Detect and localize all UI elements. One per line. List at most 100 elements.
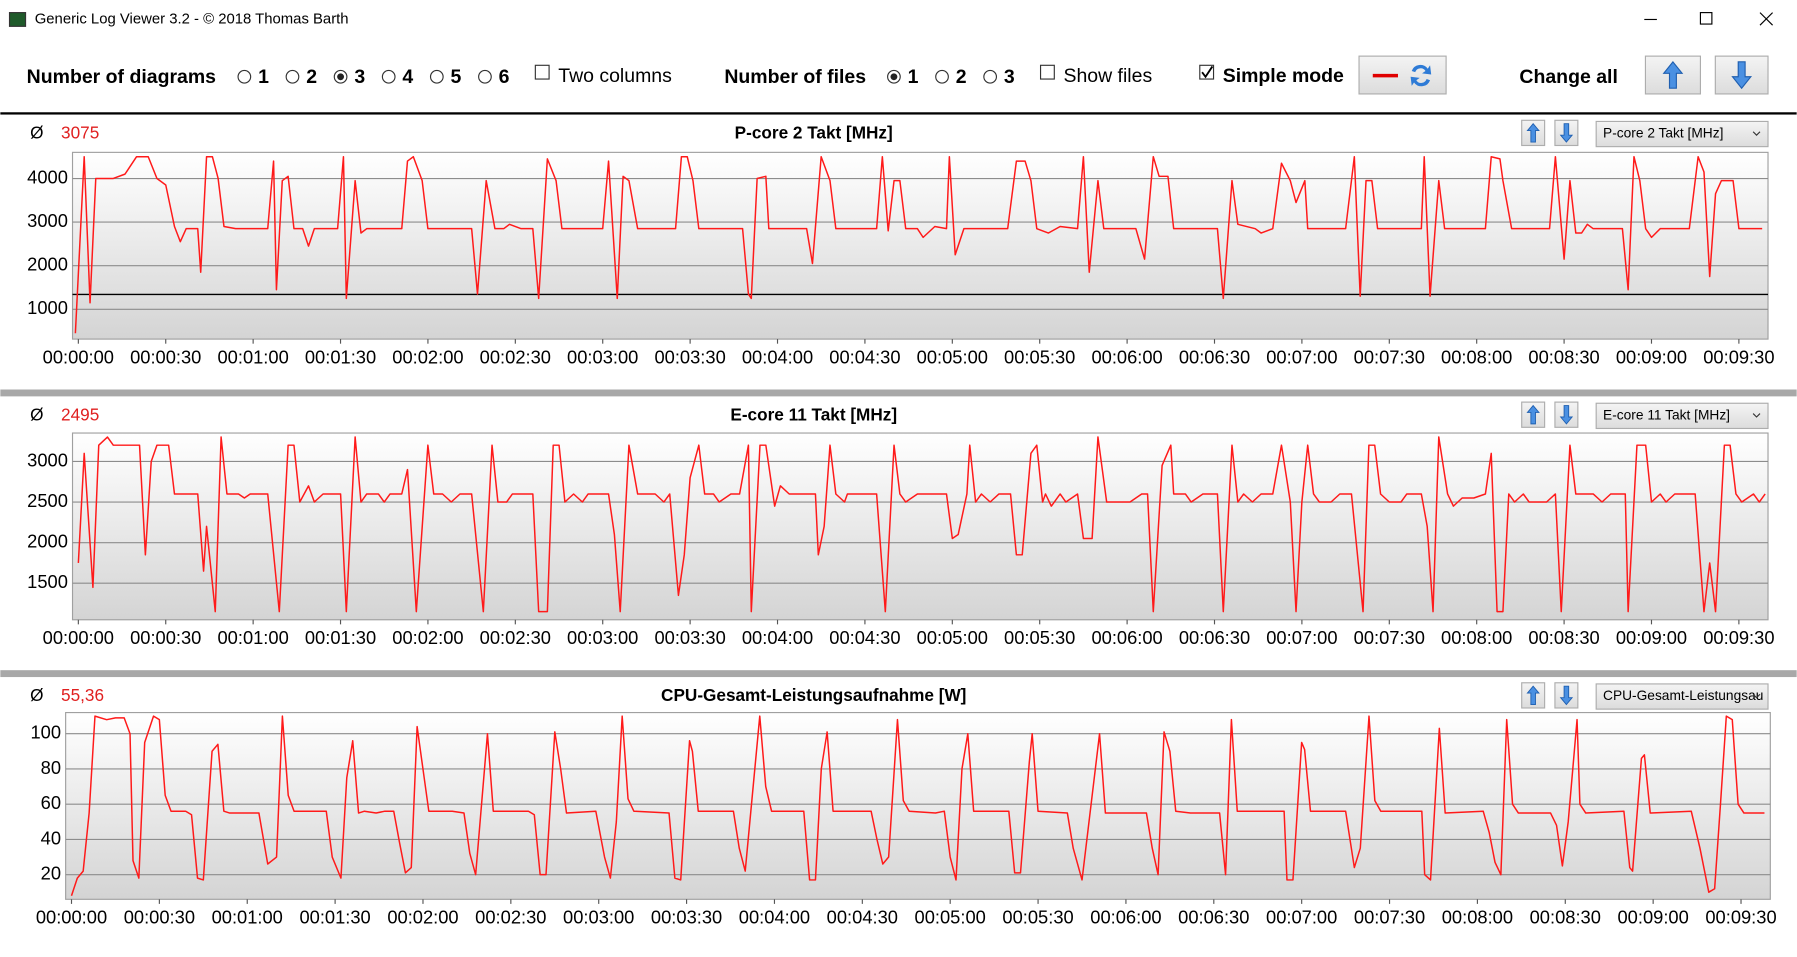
radio-button[interactable] (237, 69, 252, 84)
panel-splitter[interactable] (0, 670, 1797, 678)
x-tick-label: 00:03:30 (651, 907, 722, 928)
x-tick-label: 00:05:30 (1004, 627, 1075, 648)
two-columns-checkbox[interactable] (534, 64, 550, 80)
y-tick-label: 2000 (27, 530, 68, 551)
x-tick-label: 00:09:30 (1703, 346, 1774, 367)
radio-label: 5 (451, 66, 462, 88)
app-icon (8, 12, 27, 27)
x-tick-label: 00:04:30 (829, 627, 900, 648)
dropdown-chevron (1752, 693, 1761, 699)
plot-area (71, 432, 1769, 621)
chart-title: CPU-Gesamt-Leistungsaufnahme [W] (661, 685, 966, 705)
series-line (74, 155, 1763, 334)
show-files-label: Show files (1063, 65, 1152, 87)
x-tick-label: 00:08:30 (1530, 907, 1601, 928)
average-value: 3075 (61, 123, 99, 143)
x-tick-label: 00:05:00 (917, 346, 988, 367)
x-tick-label: 00:00:00 (43, 346, 114, 367)
radio-button[interactable] (429, 69, 444, 84)
radio-label: 3 (354, 66, 365, 88)
x-tick-label: 00:03:00 (567, 627, 638, 648)
x-tick-label: 00:01:00 (217, 627, 288, 648)
x-tick-label: 00:08:00 (1442, 907, 1513, 928)
x-tick-label: 00:08:30 (1528, 346, 1599, 367)
refresh-icon (1410, 64, 1432, 87)
radio-label: 3 (1004, 66, 1015, 88)
x-tick-label: 00:01:30 (305, 627, 376, 648)
maximize-button[interactable] (1699, 12, 1713, 25)
x-tick-label: 00:07:00 (1266, 907, 1337, 928)
x-tick-label: 00:03:30 (654, 346, 725, 367)
plot-area (65, 711, 1771, 900)
plot-area (71, 151, 1769, 340)
x-tick-label: 00:03:30 (654, 627, 725, 648)
color-refresh-button[interactable] (1358, 55, 1447, 95)
x-tick-label: 00:04:30 (827, 907, 898, 928)
radio-button[interactable] (935, 69, 949, 84)
channel-dropdown[interactable] (1595, 402, 1769, 430)
y-tick-label: 60 (41, 792, 61, 813)
x-tick-label: 00:09:00 (1616, 346, 1687, 367)
y-tick-label: 1000 (27, 297, 68, 318)
show-files-checkbox[interactable] (1039, 64, 1055, 80)
toolbar: Number of diagrams Two columns Number of… (27, 55, 1769, 95)
y-tick-label: 4000 (27, 166, 68, 187)
x-tick-label: 00:06:00 (1091, 346, 1162, 367)
x-tick-label: 00:03:00 (563, 907, 634, 928)
radio-dot (337, 73, 345, 81)
dropdown-value: E-core 11 Takt [MHz] (1603, 407, 1730, 422)
dropdown-value: CPU-Gesamt-Leistungsau (1603, 688, 1763, 703)
y-tick-label: 100 (30, 722, 61, 743)
radio-button[interactable] (381, 69, 396, 84)
y-tick-label: 2500 (27, 490, 68, 511)
average-value: 2495 (61, 404, 99, 424)
down-arrow-icon (1559, 685, 1574, 706)
x-tick-label: 00:07:00 (1266, 627, 1337, 648)
y-tick-label: 20 (41, 862, 61, 883)
change-all-label: Change all (1519, 66, 1617, 88)
x-tick-label: 00:06:30 (1179, 627, 1250, 648)
series-line (70, 715, 1765, 896)
y-tick-label: 80 (41, 757, 61, 778)
x-tick-label: 00:01:30 (305, 346, 376, 367)
dropdown-chevron (1752, 413, 1761, 418)
x-tick-label: 00:08:30 (1528, 627, 1599, 648)
chart-title: P-core 2 Takt [MHz] (735, 123, 893, 143)
radio-button[interactable] (285, 69, 300, 84)
x-tick-label: 00:08:00 (1441, 627, 1512, 648)
x-tick-label: 00:02:30 (480, 346, 551, 367)
average-value: 55,36 (61, 685, 104, 705)
x-tick-label: 00:05:00 (917, 627, 988, 648)
x-tick-label: 00:07:30 (1354, 907, 1425, 928)
simple-mode-label: Simple mode (1223, 65, 1344, 87)
x-tick-label: 00:06:30 (1178, 907, 1249, 928)
x-tick-label: 00:07:00 (1266, 346, 1337, 367)
x-tick-label: 00:09:00 (1616, 627, 1687, 648)
radio-dot (890, 73, 898, 81)
average-symbol: Ø (30, 685, 43, 705)
x-tick-label: 00:07:30 (1354, 346, 1425, 367)
x-tick-label: 00:04:00 (742, 627, 813, 648)
radio-button[interactable] (983, 69, 998, 84)
check-mark (1201, 65, 1214, 79)
x-tick-label: 00:04:30 (829, 346, 900, 367)
close-button[interactable] (1759, 12, 1774, 26)
down-arrow-icon (1559, 123, 1574, 143)
series-line (77, 436, 1766, 613)
radio-button[interactable] (478, 69, 492, 84)
x-tick-label: 00:07:30 (1354, 627, 1425, 648)
panel-splitter[interactable] (0, 389, 1797, 397)
two-columns-label: Two columns (558, 65, 672, 87)
up-arrow-icon (1662, 60, 1684, 89)
up-arrow-icon (1526, 123, 1540, 143)
x-tick-label: 00:02:00 (392, 627, 463, 648)
toolbar-separator (0, 112, 1797, 115)
x-tick-label: 00:00:30 (124, 907, 195, 928)
x-tick-label: 00:05:00 (915, 907, 986, 928)
channel-dropdown[interactable] (1595, 683, 1769, 710)
x-tick-label: 00:02:30 (475, 907, 546, 928)
channel-dropdown[interactable] (1595, 120, 1769, 148)
x-tick-label: 00:02:00 (392, 346, 463, 367)
x-tick-label: 00:00:30 (130, 346, 201, 367)
